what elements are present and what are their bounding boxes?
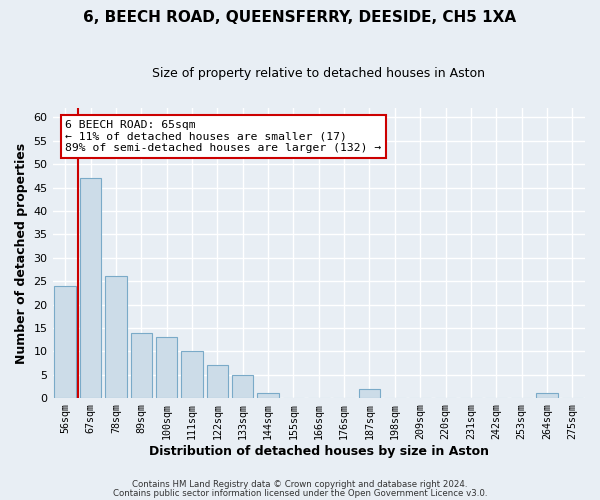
Bar bbox=[105, 276, 127, 398]
Bar bbox=[181, 352, 203, 398]
Bar bbox=[131, 332, 152, 398]
Text: Contains HM Land Registry data © Crown copyright and database right 2024.: Contains HM Land Registry data © Crown c… bbox=[132, 480, 468, 489]
Bar bbox=[257, 394, 279, 398]
Text: Contains public sector information licensed under the Open Government Licence v3: Contains public sector information licen… bbox=[113, 488, 487, 498]
Y-axis label: Number of detached properties: Number of detached properties bbox=[15, 142, 28, 364]
Bar bbox=[359, 388, 380, 398]
X-axis label: Distribution of detached houses by size in Aston: Distribution of detached houses by size … bbox=[149, 444, 489, 458]
Text: 6 BEECH ROAD: 65sqm
← 11% of detached houses are smaller (17)
89% of semi-detach: 6 BEECH ROAD: 65sqm ← 11% of detached ho… bbox=[65, 120, 382, 153]
Bar bbox=[536, 394, 558, 398]
Bar bbox=[80, 178, 101, 398]
Bar bbox=[156, 338, 178, 398]
Bar bbox=[55, 286, 76, 398]
Bar bbox=[232, 374, 253, 398]
Title: Size of property relative to detached houses in Aston: Size of property relative to detached ho… bbox=[152, 68, 485, 80]
Bar bbox=[206, 366, 228, 398]
Text: 6, BEECH ROAD, QUEENSFERRY, DEESIDE, CH5 1XA: 6, BEECH ROAD, QUEENSFERRY, DEESIDE, CH5… bbox=[83, 10, 517, 25]
